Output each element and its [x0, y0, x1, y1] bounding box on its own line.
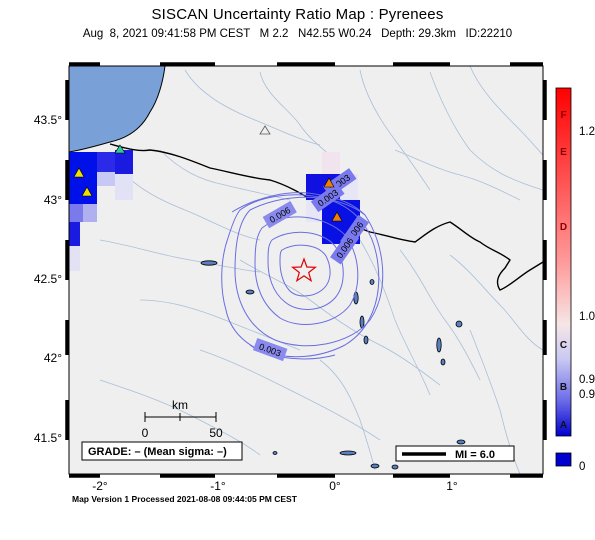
lat-label: 43°: [44, 193, 62, 207]
cb-letter: B: [560, 382, 567, 393]
cb-value: 1.0: [579, 311, 595, 323]
colorbar-gradient: [555, 87, 572, 437]
footer-note: Map Version 1 Processed 2021-08-08 09:44…: [72, 494, 297, 504]
cb-value: 0.9: [579, 389, 595, 401]
cb-value: 0: [579, 461, 585, 473]
lon-label: -2°: [92, 479, 108, 493]
station-triangle: [331, 211, 343, 222]
scale-max: 50: [209, 426, 223, 440]
event-info: Aug 8, 2021 09:41:58 PM CEST M 2.2 N42.5…: [82, 28, 513, 40]
sea-area: [69, 66, 165, 152]
station-triangle: [81, 186, 93, 197]
map-frame: [68, 65, 544, 475]
lon-label: -1°: [210, 479, 226, 493]
cb-value: 1.2: [579, 126, 595, 138]
lat-label: 42°: [44, 351, 62, 365]
lat-label: 41.5°: [34, 431, 62, 445]
stations: [73, 125, 343, 222]
lon-label: 1°: [446, 479, 458, 493]
country-border: [109, 143, 543, 291]
grade-text: GRADE: – (Mean sigma: –): [88, 446, 227, 458]
scale-min: 0: [142, 426, 149, 440]
cb-letter: D: [560, 222, 567, 233]
colorbar-zero-swatch: [555, 452, 572, 467]
station-triangle: [259, 125, 271, 135]
lon-axis: -2° -1° 0° 1°: [92, 479, 458, 493]
station-triangle: [114, 144, 126, 154]
scale-bar: km 0 50: [142, 398, 223, 440]
mi-box: MI = 6.0: [395, 445, 515, 462]
lat-label: 42.5°: [34, 272, 62, 286]
mi-text: MI = 6.0: [455, 449, 495, 461]
epicenter-star-icon: [290, 257, 318, 283]
cb-value: 0.9: [579, 374, 595, 386]
cb-letter: A: [560, 420, 567, 431]
map-land: [69, 66, 543, 474]
lat-axis: 43.5° 43° 42.5° 42° 41.5°: [34, 113, 62, 445]
frame-ticks: [65, 62, 547, 478]
grade-box: GRADE: – (Mean sigma: –): [81, 441, 243, 461]
station-triangle: [323, 177, 335, 188]
lon-label: 0°: [329, 479, 341, 493]
coastline: [69, 66, 166, 153]
cb-letter: E: [560, 147, 567, 158]
scale-title: km: [172, 398, 188, 412]
cb-letter: C: [560, 340, 567, 351]
lat-label: 43.5°: [34, 113, 62, 127]
station-triangle: [73, 167, 85, 178]
cb-letter: F: [560, 110, 566, 121]
map-title: SISCAN Uncertainty Ratio Map : Pyrenees: [151, 6, 444, 23]
colorbar: F E D C B A 1.2 1.0 0.9 0.9 0: [555, 87, 595, 473]
